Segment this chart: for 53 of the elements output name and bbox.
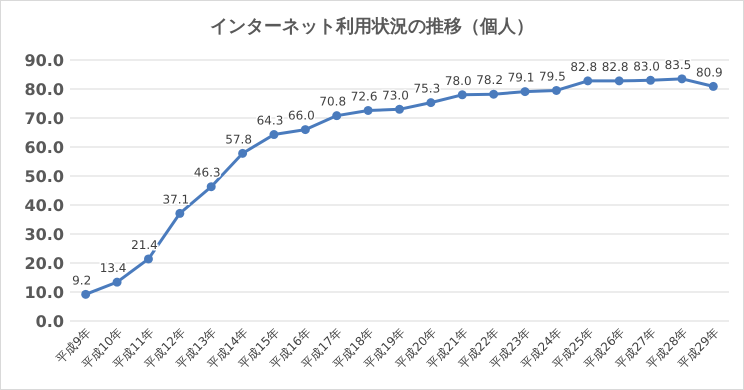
point <box>395 104 404 114</box>
data-label: 79.5 <box>539 69 566 84</box>
data-label: 72.6 <box>350 89 378 104</box>
y-tick-label: 90.0 <box>24 51 64 70</box>
data-label: 57.8 <box>225 132 252 146</box>
point <box>552 86 561 95</box>
point <box>646 76 656 85</box>
data-label: 82.8 <box>570 60 598 74</box>
y-tick-label: 80.0 <box>24 80 64 99</box>
data-label: 9.2 <box>72 273 92 288</box>
point <box>583 76 592 86</box>
point <box>238 148 248 158</box>
point <box>677 74 686 84</box>
data-label: 21.4 <box>131 238 158 252</box>
point <box>269 130 278 140</box>
y-tick-label: 60.0 <box>24 138 64 157</box>
point <box>458 90 467 100</box>
data-label: 80.9 <box>696 65 723 80</box>
point <box>426 98 436 108</box>
data-label: 78.0 <box>444 74 472 88</box>
data-label: 13.4 <box>100 261 126 276</box>
data-label: 64.3 <box>256 114 284 128</box>
data-label: 75.3 <box>414 82 440 96</box>
data-label: 73.0 <box>382 88 409 102</box>
data-label: 46.3 <box>194 166 221 180</box>
point <box>175 208 184 218</box>
data-label: 82.8 <box>602 60 629 74</box>
data-label: 83.0 <box>633 59 660 74</box>
point <box>332 111 342 120</box>
point <box>520 87 530 96</box>
point <box>81 290 90 299</box>
y-tick-label: 10.0 <box>24 283 64 302</box>
point <box>112 278 122 287</box>
data-label: 79.1 <box>508 70 534 85</box>
data-label: 66.0 <box>288 108 315 123</box>
data-label: 37.1 <box>162 192 190 206</box>
y-tick-label: 0.0 <box>36 312 64 331</box>
data-label: 70.8 <box>319 94 346 109</box>
point <box>144 254 153 264</box>
point <box>614 76 624 86</box>
y-tick-label: 30.0 <box>24 225 64 244</box>
y-tick-label: 40.0 <box>24 196 64 215</box>
chart-title: インターネット利用状況の推移（個人） <box>210 16 534 37</box>
point <box>300 125 310 134</box>
y-tick-label: 70.0 <box>24 109 64 128</box>
point <box>364 106 373 115</box>
data-label: 78.2 <box>476 73 503 88</box>
point <box>489 90 498 99</box>
y-tick-label: 50.0 <box>24 167 64 186</box>
point <box>708 82 718 91</box>
y-tick-label: 20.0 <box>24 254 64 273</box>
data-label: 83.5 <box>664 58 692 72</box>
point <box>206 182 216 192</box>
